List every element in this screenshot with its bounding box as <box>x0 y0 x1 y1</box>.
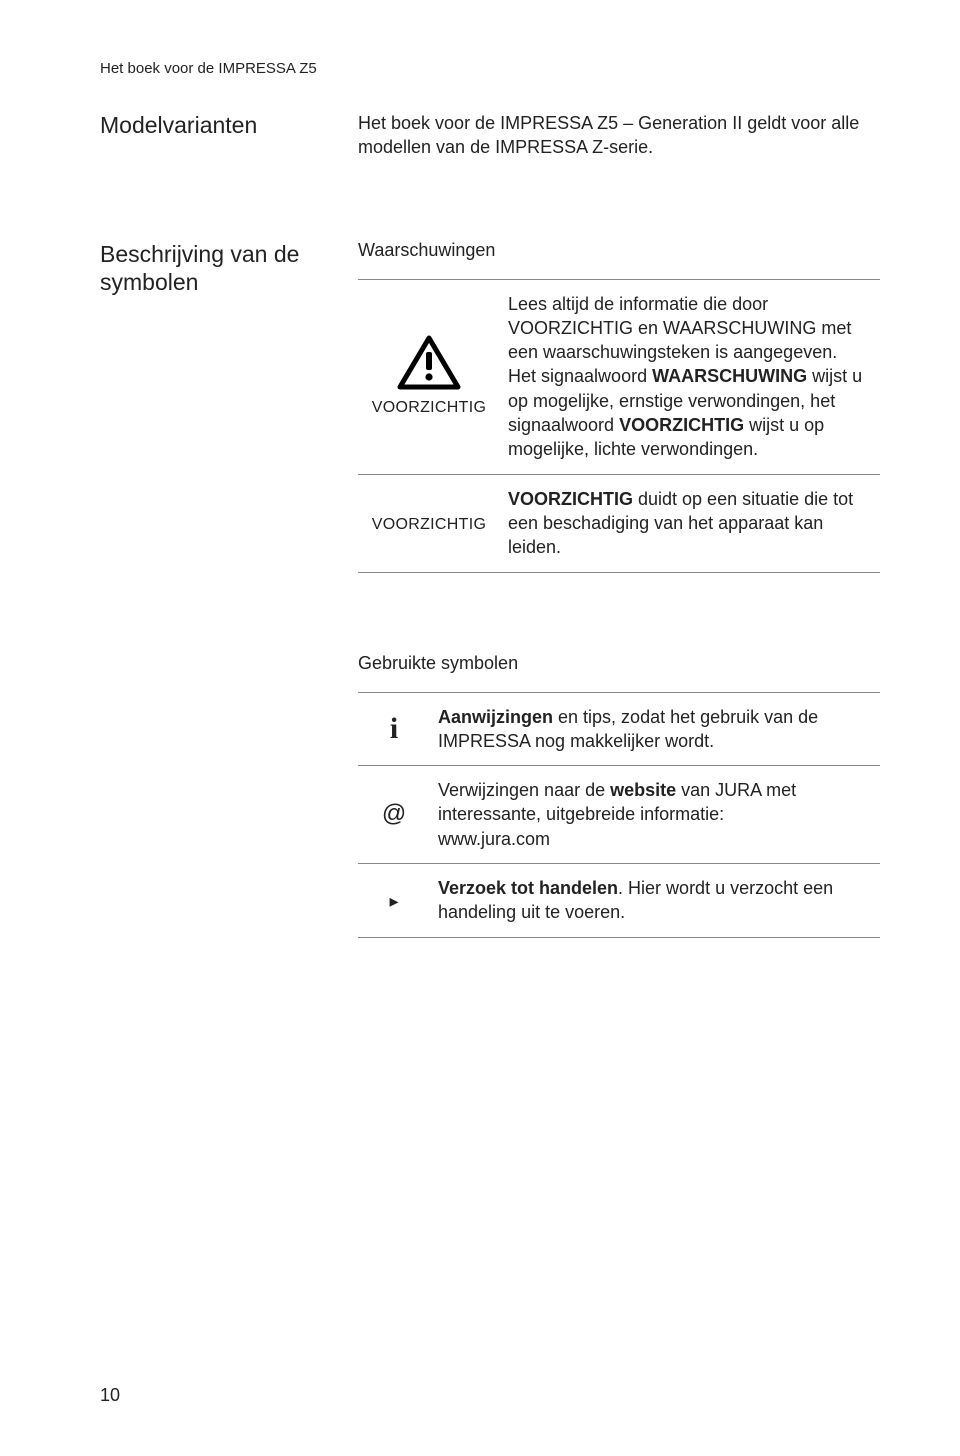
voorzichtig-label: VOORZICHTIG <box>372 397 486 419</box>
table-row: i Aanwijzingen en tips, zodat het gebrui… <box>358 692 880 766</box>
bold-waarschuwing: WAARSCHUWING <box>652 366 807 386</box>
table-row: VOORZICHTIG Lees altijd de informatie di… <box>358 279 880 474</box>
waarschuwingen-table: VOORZICHTIG Lees altijd de informatie di… <box>358 279 880 573</box>
gebruikte-symbolen-table: i Aanwijzingen en tips, zodat het gebrui… <box>358 692 880 938</box>
info-icon-cell: i <box>358 692 438 766</box>
bold-website: website <box>610 780 676 800</box>
section-modelvarianten: Modelvarianten Het boek voor de IMPRESSA… <box>100 111 880 160</box>
section-gebruikte-symbolen: Gebruikte symbolen i Aanwijzingen en tip… <box>358 653 880 938</box>
action-arrow-icon: ▸ <box>389 891 398 911</box>
at-icon-cell: @ <box>358 766 438 864</box>
at-icon: @ <box>382 800 406 827</box>
document-page: Het boek voor de IMPRESSA Z5 Modelvarian… <box>0 0 960 1456</box>
page-number: 10 <box>100 1385 120 1406</box>
heading-beschrijving: Beschrijving van de symbolen <box>100 240 330 573</box>
table-row: ▸ Verzoek tot handelen. Hier wordt u ver… <box>358 864 880 938</box>
bold-voorzichtig: VOORZICHTIG <box>508 489 633 509</box>
voorzichtig-label: VOORZICHTIG <box>372 516 486 533</box>
table-row: @ Verwijzingen naar de website van JURA … <box>358 766 880 864</box>
beschrijving-right-col: Waarschuwingen VOORZICHTIG <box>358 240 880 573</box>
text: Verwijzingen naar de <box>438 780 610 800</box>
voorzichtig-text-cell: VOORZICHTIG duidt op een situatie die to… <box>508 474 880 572</box>
website-text-cell: Verwijzingen naar de website van JURA me… <box>438 766 880 864</box>
bold-aanwijzingen: Aanwijzingen <box>438 707 553 727</box>
warning-triangle-icon <box>397 335 461 391</box>
warning-cell: VOORZICHTIG <box>358 279 508 474</box>
waarschuwingen-label: Waarschuwingen <box>358 240 880 261</box>
section-beschrijving: Beschrijving van de symbolen Waarschuwin… <box>100 240 880 573</box>
modelvarianten-body: Het boek voor de IMPRESSA Z5 – Generatio… <box>358 111 880 160</box>
running-head: Het boek voor de IMPRESSA Z5 <box>100 60 880 77</box>
voorzichtig-cell: VOORZICHTIG <box>358 474 508 572</box>
warning-icon-stack: VOORZICHTIG <box>358 335 500 419</box>
verzoek-text-cell: Verzoek tot handelen. Hier wordt u verzo… <box>438 864 880 938</box>
table-row: VOORZICHTIG VOORZICHTIG duidt op een sit… <box>358 474 880 572</box>
warning-text-cell: Lees altijd de informatie die door VOORZ… <box>508 279 880 474</box>
bold-verzoek: Verzoek tot handelen <box>438 878 618 898</box>
heading-modelvarianten: Modelvarianten <box>100 111 330 160</box>
gebruikte-symbolen-heading: Gebruikte symbolen <box>358 653 880 674</box>
bold-voorzichtig: VOORZICHTIG <box>619 415 744 435</box>
info-text-cell: Aanwijzingen en tips, zodat het gebruik … <box>438 692 880 766</box>
info-icon: i <box>390 712 398 745</box>
arrow-icon-cell: ▸ <box>358 864 438 938</box>
